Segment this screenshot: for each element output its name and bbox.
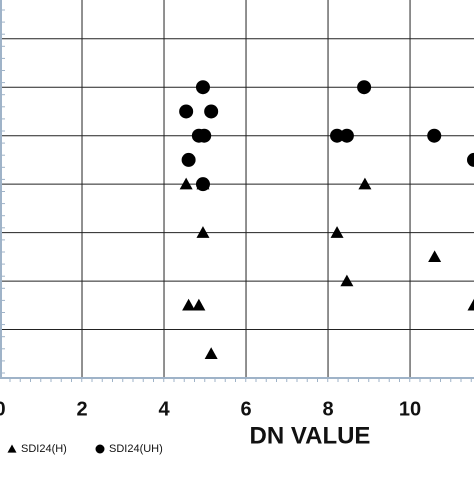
circle-marker — [427, 129, 441, 143]
legend-label: SDI24(H) — [21, 443, 67, 455]
x-tick-label: 2 — [76, 398, 87, 420]
circle-marker — [197, 129, 211, 143]
triangle-marker — [331, 226, 344, 238]
triangle-marker — [340, 275, 353, 287]
circle-marker — [196, 177, 210, 191]
legend-marker — [96, 445, 105, 454]
circle-marker — [179, 104, 193, 118]
legend-marker — [8, 445, 17, 453]
triangle-marker — [428, 250, 441, 262]
circle-marker — [204, 104, 218, 118]
triangle-marker — [196, 226, 209, 238]
triangle-marker — [468, 299, 474, 311]
triangle-marker — [358, 178, 371, 190]
circle-marker — [340, 129, 354, 143]
circle-marker — [182, 153, 196, 167]
x-axis-label: DN VALUE — [250, 422, 371, 449]
circle-marker — [357, 80, 371, 94]
x-tick-label: 8 — [322, 398, 333, 420]
triangle-marker — [182, 299, 195, 311]
triangle-marker — [180, 178, 193, 190]
x-tick-label: 0 — [0, 398, 6, 420]
triangle-marker — [192, 299, 205, 311]
x-tick-label: 6 — [240, 398, 251, 420]
triangle-marker — [205, 347, 218, 359]
x-tick-label: 4 — [158, 398, 170, 420]
circle-marker — [196, 80, 210, 94]
legend-label: SDI24(UH) — [109, 443, 163, 455]
x-tick-label: 10 — [399, 398, 421, 420]
circle-marker — [467, 153, 474, 167]
